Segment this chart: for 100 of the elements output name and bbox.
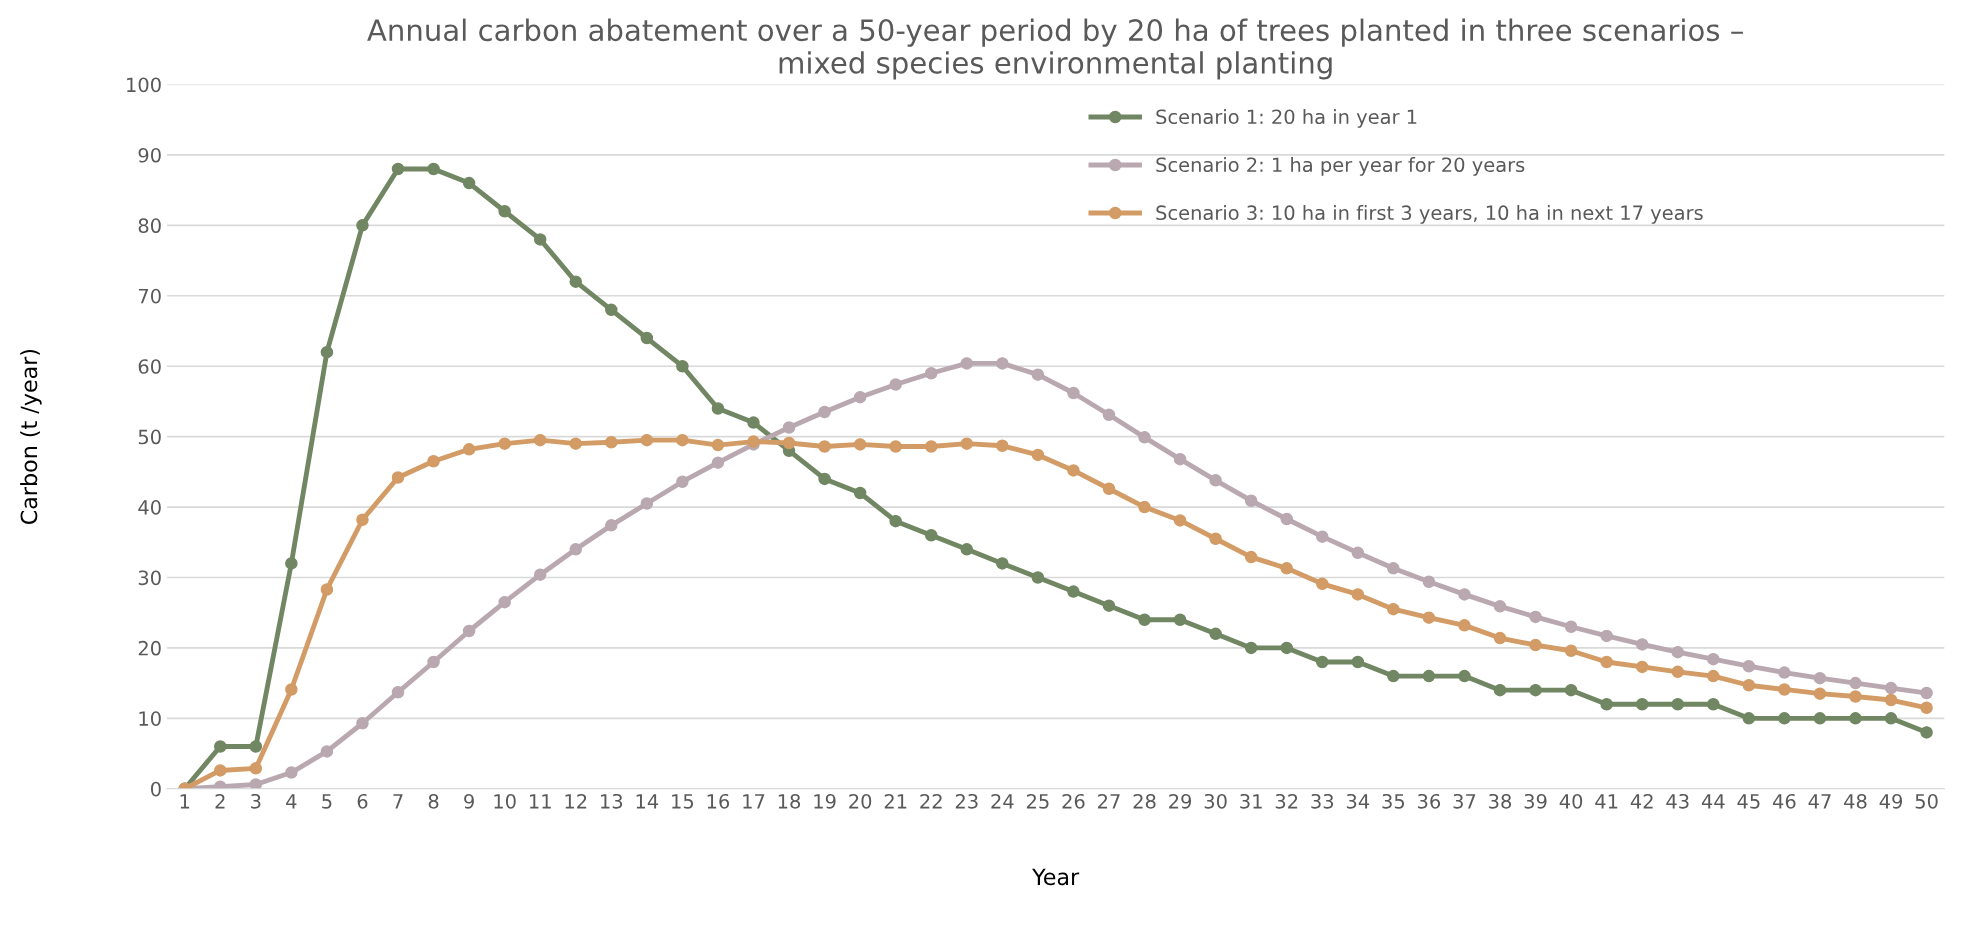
x-tick-label: 36 <box>1418 793 1441 809</box>
point <box>1102 599 1116 612</box>
x-tick-label: 46 <box>1772 793 1796 809</box>
point <box>1031 571 1045 584</box>
point <box>285 683 298 696</box>
x-tick-label: 49 <box>1879 793 1903 809</box>
point <box>356 513 369 526</box>
x-tick-label: 8 <box>428 793 439 809</box>
y-tick-label: 30 <box>138 570 161 586</box>
point <box>533 568 547 581</box>
point <box>1173 613 1187 626</box>
point <box>1422 611 1436 624</box>
x-tick-label: 9 <box>464 793 474 809</box>
point <box>1351 588 1365 601</box>
point <box>1742 678 1756 692</box>
point <box>1280 641 1293 655</box>
y-tick-label: 70 <box>138 288 161 304</box>
point <box>391 162 405 176</box>
x-tick-label: 26 <box>1062 793 1085 809</box>
point <box>1387 562 1400 575</box>
x-tick-label: 45 <box>1737 794 1760 809</box>
point <box>356 717 369 730</box>
point <box>1707 697 1720 711</box>
point <box>462 443 476 456</box>
x-tick-label: 18 <box>778 793 801 809</box>
point <box>1529 638 1542 652</box>
x-tick-label: 6 <box>357 793 368 809</box>
point <box>1316 530 1329 543</box>
point <box>1778 683 1791 696</box>
x-tick-label: 27 <box>1098 793 1120 809</box>
point <box>711 402 725 415</box>
x-tick-label: 43 <box>1666 793 1689 809</box>
point <box>249 762 263 775</box>
point <box>960 543 974 556</box>
point <box>1849 690 1862 703</box>
x-tick-label: 11 <box>529 794 551 809</box>
point <box>1493 600 1507 613</box>
point <box>1138 431 1151 444</box>
y-tick-label: 40 <box>138 500 161 515</box>
point <box>1422 575 1436 588</box>
point <box>249 778 263 789</box>
point <box>711 456 725 469</box>
point <box>1707 669 1720 683</box>
point <box>1458 619 1471 632</box>
y-tick-label: 10 <box>139 711 161 726</box>
point <box>889 378 902 391</box>
point <box>1849 712 1862 725</box>
y-tick-label: 90 <box>138 147 161 163</box>
x-tick-label: 25 <box>1026 793 1049 809</box>
x-tick-label: 38 <box>1489 793 1512 809</box>
point <box>285 557 298 570</box>
point <box>818 472 831 486</box>
point <box>818 440 831 453</box>
x-tick-label: 12 <box>565 793 587 809</box>
point <box>605 519 618 532</box>
point <box>285 766 298 779</box>
point <box>1635 697 1649 711</box>
x-tick-label: 5 <box>322 794 332 809</box>
point <box>1458 669 1471 683</box>
point <box>1102 482 1116 496</box>
x-tick-label: 19 <box>814 793 836 809</box>
point <box>1244 550 1258 564</box>
point <box>1493 631 1507 645</box>
point <box>1635 638 1649 651</box>
point <box>782 436 796 450</box>
point <box>1031 368 1045 381</box>
point <box>1209 627 1222 641</box>
x-tick-label: 1 <box>180 794 190 809</box>
x-tick-label: 4 <box>286 794 297 809</box>
x-tick-label: 3 <box>251 793 261 809</box>
point <box>1244 494 1258 507</box>
point <box>1778 666 1791 679</box>
point <box>1031 448 1045 462</box>
x-tick-label: 35 <box>1382 793 1405 809</box>
x-tick-label: 16 <box>707 793 730 809</box>
legend-label: Scenario 1: 20 ha in year 1 <box>1156 109 1417 128</box>
point <box>996 357 1009 370</box>
point <box>1529 683 1542 697</box>
y-tick-label: 80 <box>138 218 161 234</box>
point <box>1742 712 1756 725</box>
point <box>498 595 511 609</box>
x-tick-label: 21 <box>884 793 907 809</box>
point <box>1813 687 1827 700</box>
point <box>676 359 689 373</box>
x-tick-label: 23 <box>955 793 978 809</box>
point <box>427 655 440 669</box>
x-tick-label: 17 <box>743 794 765 809</box>
point <box>676 433 689 447</box>
point <box>640 497 654 510</box>
point <box>996 557 1009 570</box>
point <box>498 437 511 450</box>
point <box>320 583 334 596</box>
point <box>1422 669 1436 683</box>
point <box>1067 464 1080 477</box>
x-tick-label: 37 <box>1453 793 1476 809</box>
y-tick-label: 50 <box>138 429 161 445</box>
point <box>1493 683 1507 697</box>
x-tick-label: 41 <box>1595 794 1618 809</box>
point <box>498 205 511 218</box>
point <box>960 357 974 370</box>
